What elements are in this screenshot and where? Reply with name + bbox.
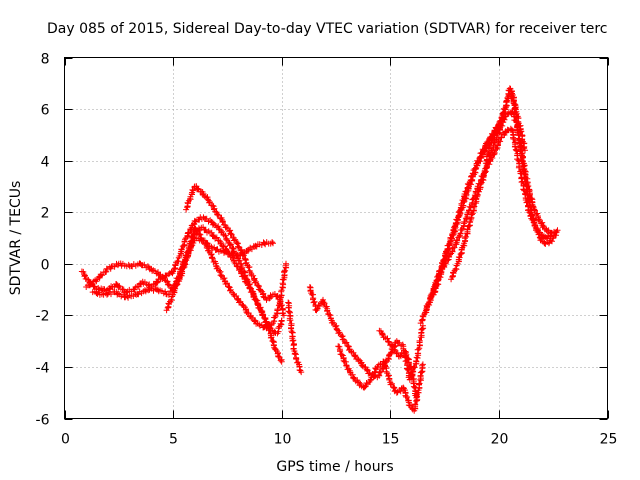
chart-title: Day 085 of 2015, Sidereal Day-to-day VTE… [47,21,607,37]
y-tick-label: 0 [41,258,50,274]
x-tick-label: 15 [382,432,400,448]
plot-frame [64,57,608,419]
grid-lines [64,57,608,419]
y-tick-label: 8 [41,52,50,68]
series-track-i [417,85,561,327]
series-track-l [448,119,507,283]
x-tick-label: 10 [274,432,292,448]
data-points [78,85,561,414]
series-track-e [183,183,287,319]
x-axis-label: GPS time / hours [276,459,393,475]
series-track-g [335,343,426,414]
series-markers [422,108,559,316]
y-tick-label: -2 [36,309,50,325]
x-tick-label: 5 [169,432,178,448]
x-tick-label: 20 [491,432,509,448]
series-markers [448,119,507,283]
y-tick-label: 4 [41,155,50,171]
axis-ticks [64,57,609,420]
series-track-m [482,88,528,167]
y-tick-label: -4 [36,361,50,377]
y-axis-label: SDTVAR / TECUs [8,181,24,296]
series-track-h [376,327,420,401]
x-tick-labels: 0 5 10 15 20 25 [61,432,617,448]
x-tick-label: 25 [600,432,618,448]
y-tick-label: -6 [36,413,50,429]
x-tick-label: 0 [61,432,70,448]
series-markers [417,85,561,327]
series-track-f [285,284,427,383]
y-tick-label: 2 [41,206,50,222]
y-tick-labels: -6 -4 -2 0 2 4 6 8 [36,52,50,429]
series-track-j [422,108,559,316]
y-tick-label: 6 [41,103,50,119]
series-track-d [163,224,290,332]
